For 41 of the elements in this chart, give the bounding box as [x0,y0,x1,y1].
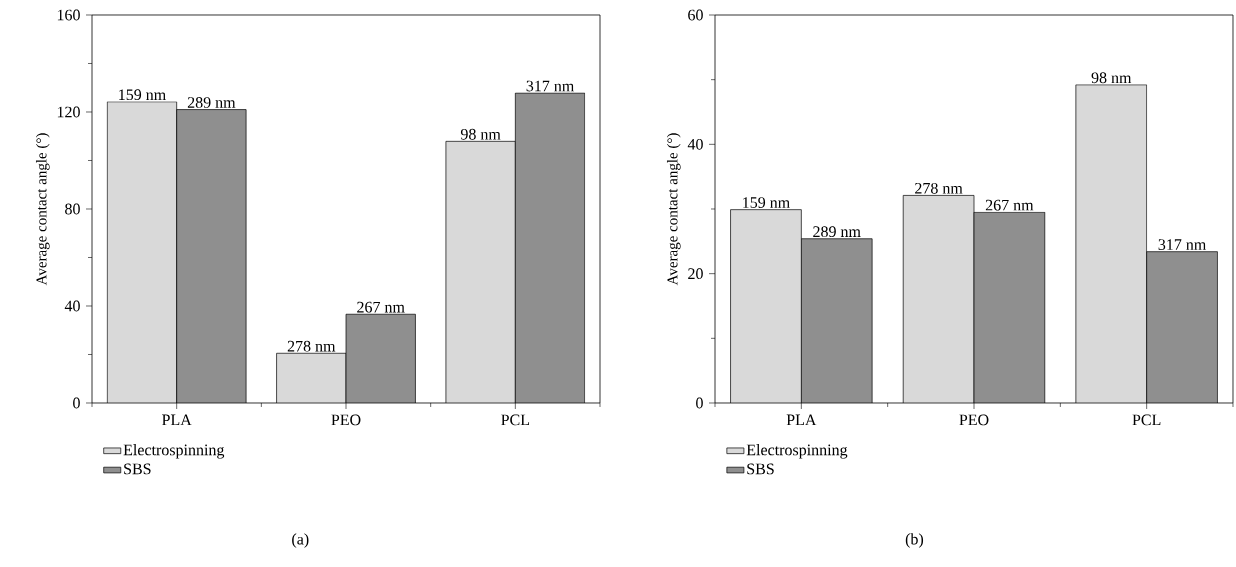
y-axis-title: Average contact angle (°) [666,133,681,286]
text: (b) [905,533,924,548]
annotation: 278 nm [915,182,963,194]
legend-label: Electrospinning [123,444,225,459]
y-axis-title: Average contact angle (°) [35,133,50,286]
bar [514,92,586,403]
text: (a) [292,533,309,548]
annotation: 98 nm [1091,72,1132,84]
annotation: 159 nm [119,89,166,101]
annotation: 98 nm [460,128,501,140]
x-tick-label: PCL [501,414,530,426]
annotation: 289 nm [813,226,861,238]
y-tick-label: 160 [57,9,80,21]
bar [973,211,1046,403]
x-tick-label: PLA [162,414,192,426]
y-tick-label: 120 [57,106,80,118]
annotation: 267 nm [357,301,405,313]
y-tick-label: 0 [696,397,703,409]
legend-label: SBS [747,463,774,475]
y-tick-label: 0 [73,397,80,409]
bar [345,313,416,403]
x-tick-label: PCL [1132,414,1161,426]
legend-label: Electrospinning [746,444,848,459]
y-tick-label: 40 [687,138,703,150]
annotation: 159 nm [743,197,790,208]
annotation: 317 nm [526,80,574,92]
annotation: 267 nm [985,199,1034,211]
y-tick-label: 40 [64,300,80,312]
annotation: 289 nm [187,97,236,108]
x-tick-label: PEO [331,414,361,426]
annotation: 317 nm [1158,239,1207,250]
y-tick-label: 80 [65,203,80,215]
annotation: 278 nm [287,340,336,352]
bar [800,238,873,403]
y-tick-label: 60 [688,9,703,21]
bar [176,109,247,403]
y-tick-label: 20 [688,268,703,280]
x-tick-label: PEO [959,414,989,426]
legend-label: SBS [124,463,151,475]
x-tick-label: PLA [786,414,817,426]
bar [1146,251,1218,403]
